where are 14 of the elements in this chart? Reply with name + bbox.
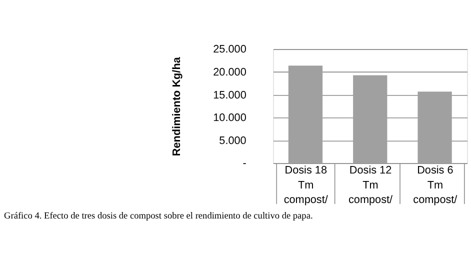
y-axis-title: Rendimiento Kg/ha	[170, 56, 183, 156]
y-tick-label: -	[242, 158, 247, 170]
bar	[418, 92, 452, 164]
x-tick-label: Dosis 18 Tm compost/	[284, 164, 329, 206]
x-tick-label: Dosis 12 Tm compost/	[348, 164, 394, 206]
y-tick-label: 25.000	[213, 44, 246, 56]
y-tick-label: 5.000	[219, 134, 246, 147]
bar	[353, 75, 388, 164]
y-tick-label: 20.000	[213, 66, 246, 78]
y-tick-label: 15.000	[213, 89, 246, 102]
x-tick-label: Dosis 6 Tm compost/	[413, 164, 458, 206]
text: Gráfico 4. Efecto de tres dosis de compost sobre el rendimiento de cultivo de papa.	[4, 211, 313, 222]
bar	[288, 66, 323, 164]
y-tick-label: 10.000	[213, 112, 246, 124]
